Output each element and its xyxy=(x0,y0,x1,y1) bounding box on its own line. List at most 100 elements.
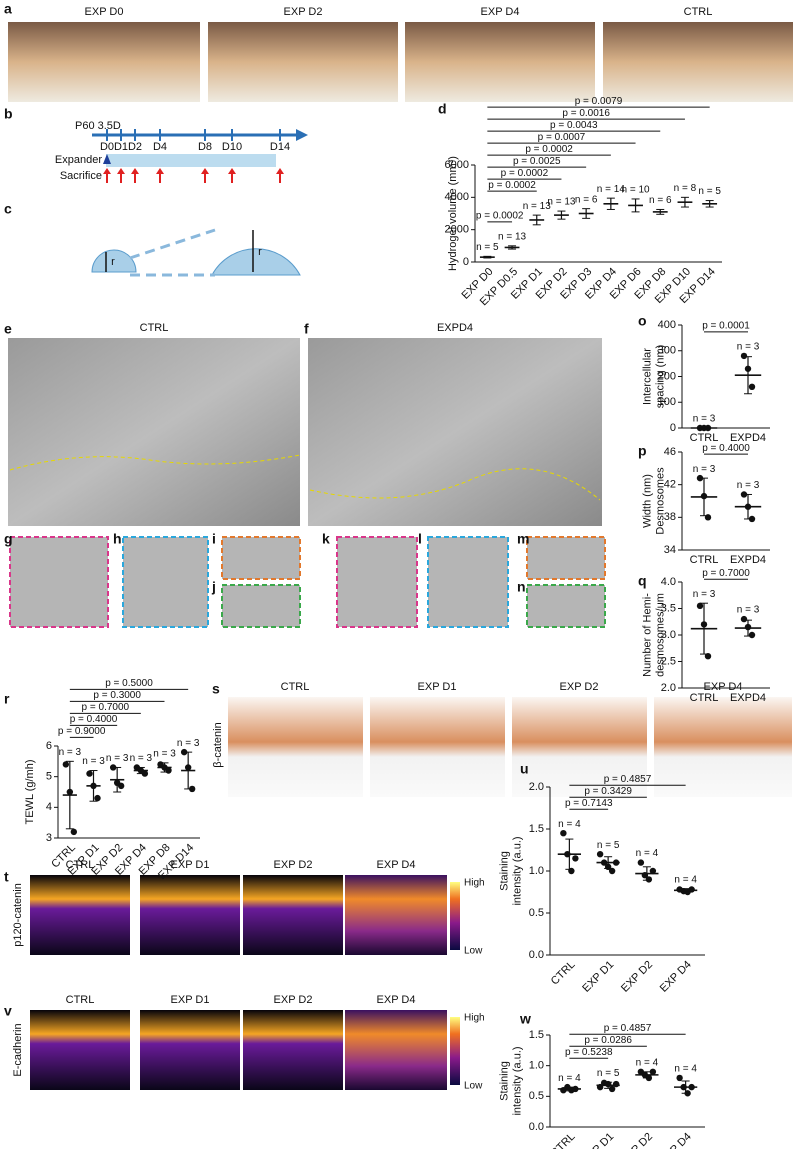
group-label: CTRL xyxy=(281,681,310,693)
panel-label: l xyxy=(418,531,422,547)
inset xyxy=(526,584,606,628)
inset xyxy=(526,536,606,580)
panel-label: s xyxy=(212,681,220,697)
n-label: n = 5 xyxy=(476,242,499,253)
x-tick-label: CTRL xyxy=(549,959,578,988)
x-tick-label: EXPD4 xyxy=(730,554,766,566)
scale-low: Low xyxy=(464,946,483,957)
micrograph-title: EXPD4 xyxy=(437,322,473,334)
radius-label: r xyxy=(111,256,115,268)
y-tick-label: 1.0 xyxy=(529,865,544,877)
group-label: EXP D4 xyxy=(377,994,416,1006)
point xyxy=(572,855,579,862)
point xyxy=(740,615,748,623)
p-value: p = 0.0286 xyxy=(584,1035,632,1046)
point xyxy=(117,782,125,790)
n-label: n = 3 xyxy=(737,342,760,353)
p-value: p = 0.0007 xyxy=(538,132,586,143)
y-axis-label: intensity (a.u.) xyxy=(511,1046,523,1115)
day-label: D1 xyxy=(114,141,128,153)
y-tick-label: 2.5 xyxy=(661,655,676,667)
colorbar xyxy=(450,1017,460,1085)
x-tick-label: EXPD4 xyxy=(730,432,766,444)
micrograph-title: CTRL xyxy=(140,322,169,334)
panel-label: b xyxy=(4,106,13,122)
panel-label: w xyxy=(519,1011,531,1027)
schematic xyxy=(91,228,301,277)
point xyxy=(748,631,756,639)
y-tick-label: 6000 xyxy=(445,159,469,171)
p-value: p = 0.4857 xyxy=(604,774,652,785)
sacrifice-head xyxy=(117,168,125,174)
y-tick-label: 4 xyxy=(46,801,52,813)
boundary xyxy=(309,468,601,501)
y-tick-label: 400 xyxy=(658,319,676,331)
panel-label: f xyxy=(304,321,309,337)
n-label: n = 3 xyxy=(106,753,129,764)
micrograph xyxy=(308,338,602,526)
p-value: p = 0.7000 xyxy=(82,702,130,713)
p-value: p = 0.4000 xyxy=(70,714,118,725)
n-label: n = 5 xyxy=(698,186,721,197)
photo xyxy=(208,22,398,102)
inset xyxy=(221,584,301,628)
y-tick-label: 0.5 xyxy=(529,1090,544,1102)
fl-image xyxy=(345,1010,447,1090)
y-tick-label: 1.5 xyxy=(529,1029,544,1041)
panel-label: r xyxy=(4,691,10,707)
point xyxy=(704,653,712,660)
point xyxy=(596,851,604,858)
n-label: n = 3 xyxy=(177,738,200,749)
n-label: n = 6 xyxy=(575,194,598,205)
x-tick-label: CTRL xyxy=(690,432,719,444)
n-label: n = 13 xyxy=(547,197,576,208)
y-tick-label: 1.0 xyxy=(529,1060,544,1072)
n-label: n = 3 xyxy=(693,464,716,475)
photo-caption: EXP D0 xyxy=(85,6,124,18)
fl-image xyxy=(140,875,240,955)
panel-label: t xyxy=(4,869,9,885)
x-tick-label: EXP D1 xyxy=(580,1131,616,1149)
group-label: EXP D1 xyxy=(418,681,457,693)
panel-label: k xyxy=(322,531,330,547)
fl-image xyxy=(345,875,447,955)
inset xyxy=(122,536,209,628)
point xyxy=(637,859,645,866)
photo-caption: EXP D2 xyxy=(284,6,323,18)
y-axis-label: intensity (a.u.) xyxy=(511,836,523,905)
x-tick-label: EXP D1 xyxy=(580,959,616,995)
point xyxy=(696,602,704,610)
point xyxy=(612,1080,620,1088)
group-label: CTRL xyxy=(66,994,95,1006)
point xyxy=(70,828,78,836)
group-label: EXP D2 xyxy=(274,994,313,1006)
point xyxy=(748,383,756,390)
day-label: D0 xyxy=(100,141,114,153)
group-label: CTRL xyxy=(66,859,95,871)
point xyxy=(676,1074,683,1082)
p-value: p = 0.0002 xyxy=(476,210,524,221)
y-tick-label: 2.0 xyxy=(529,781,544,793)
panel-label: d xyxy=(438,101,447,117)
sacrifice-head xyxy=(156,168,164,174)
photo-caption: CTRL xyxy=(684,6,713,18)
y-axis-label: Desmosomes xyxy=(654,467,666,535)
n-label: n = 3 xyxy=(693,589,716,600)
n-label: n = 6 xyxy=(649,195,672,206)
y-tick-label: 3.5 xyxy=(661,602,676,614)
panel-label: g xyxy=(4,531,13,547)
boundary xyxy=(9,454,301,471)
x-tick-label: CTRL xyxy=(690,554,719,566)
group-label: EXP D4 xyxy=(704,681,743,693)
fl-image xyxy=(243,1010,343,1090)
sacrifice-head xyxy=(131,168,139,174)
n-label: n = 4 xyxy=(674,1064,697,1075)
x-tick-label: EXP D2 xyxy=(619,959,655,995)
ihc-image xyxy=(370,697,505,797)
p-value: p = 0.9000 xyxy=(58,726,106,737)
x-tick-label: CTRL xyxy=(549,1131,578,1149)
y-tick-label: 46 xyxy=(664,446,676,458)
panel-label: u xyxy=(520,761,529,777)
n-label: n = 3 xyxy=(737,605,760,616)
